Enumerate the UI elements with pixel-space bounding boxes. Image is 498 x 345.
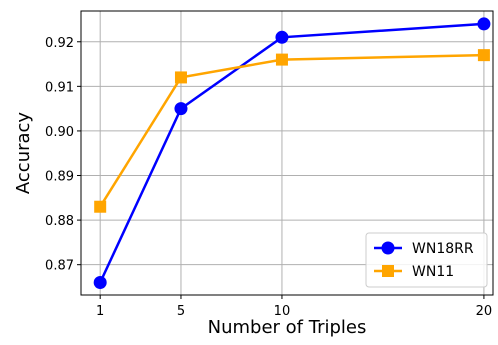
data-point-wn18rr [93, 276, 107, 290]
data-point-wn18rr [275, 30, 289, 44]
y-tick-label: 0.90 [45, 125, 74, 140]
y-tick-label: 0.91 [45, 80, 74, 95]
plot-frame [80, 10, 494, 296]
y-tick-label: 0.89 [45, 170, 74, 185]
legend: WN18RR WN11 [365, 232, 488, 288]
series-line-wn11 [99, 53, 484, 208]
axes: 1 5 10 20 0.87 0.88 0.89 0.90 0.91 0.92 [45, 10, 494, 319]
series-layer [93, 17, 491, 290]
x-tick-label: 5 [177, 304, 185, 319]
x-tick-label: 1 [96, 304, 104, 319]
y-axis-label: Accuracy [13, 112, 34, 195]
x-tick-label: 20 [476, 304, 493, 319]
y-tick-label: 0.87 [45, 259, 74, 274]
x-tick-label: 10 [274, 304, 291, 319]
data-point-wn11 [275, 53, 288, 66]
y-tick-label: 0.88 [45, 214, 74, 229]
legend-marker [382, 265, 394, 277]
data-point-wn11 [174, 71, 187, 84]
legend-marker [381, 241, 395, 255]
data-point-wn18rr [174, 102, 188, 116]
legend-label-wn18rr: WN18RR [412, 241, 474, 257]
data-point-wn11 [477, 49, 490, 62]
y-tick-label: 0.92 [45, 36, 74, 51]
data-point-wn18rr [477, 17, 491, 31]
legend-box [365, 232, 488, 288]
data-point-wn11 [94, 200, 107, 213]
legend-label-wn11: WN11 [412, 264, 454, 280]
series-line-wn18rr [99, 22, 484, 284]
x-axis-label: Number of Triples [208, 317, 367, 338]
